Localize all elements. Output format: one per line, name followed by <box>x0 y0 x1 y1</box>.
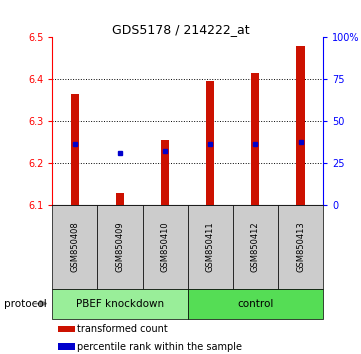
Text: GSM850409: GSM850409 <box>116 222 125 272</box>
Text: GDS5178 / 214222_at: GDS5178 / 214222_at <box>112 23 249 36</box>
Bar <box>52 205 97 289</box>
Text: protocol: protocol <box>4 298 46 309</box>
Bar <box>143 205 188 289</box>
Text: PBEF knockdown: PBEF knockdown <box>76 298 164 309</box>
Text: GSM850411: GSM850411 <box>206 222 215 272</box>
Bar <box>58 343 75 350</box>
Text: transformed count: transformed count <box>77 324 168 334</box>
Bar <box>116 193 124 205</box>
Text: percentile rank within the sample: percentile rank within the sample <box>77 342 242 352</box>
Bar <box>251 73 260 205</box>
Bar <box>52 289 188 319</box>
Bar <box>233 205 278 289</box>
Text: control: control <box>237 298 274 309</box>
Bar <box>188 205 233 289</box>
Bar <box>206 81 214 205</box>
Bar <box>161 140 169 205</box>
Text: GSM850408: GSM850408 <box>70 222 79 272</box>
Text: GSM850412: GSM850412 <box>251 222 260 272</box>
Text: GSM850413: GSM850413 <box>296 222 305 272</box>
Bar <box>71 94 79 205</box>
Bar <box>188 289 323 319</box>
Text: GSM850410: GSM850410 <box>161 222 170 272</box>
Bar <box>97 205 143 289</box>
Bar <box>296 46 305 205</box>
Bar <box>58 326 75 332</box>
Bar <box>278 205 323 289</box>
